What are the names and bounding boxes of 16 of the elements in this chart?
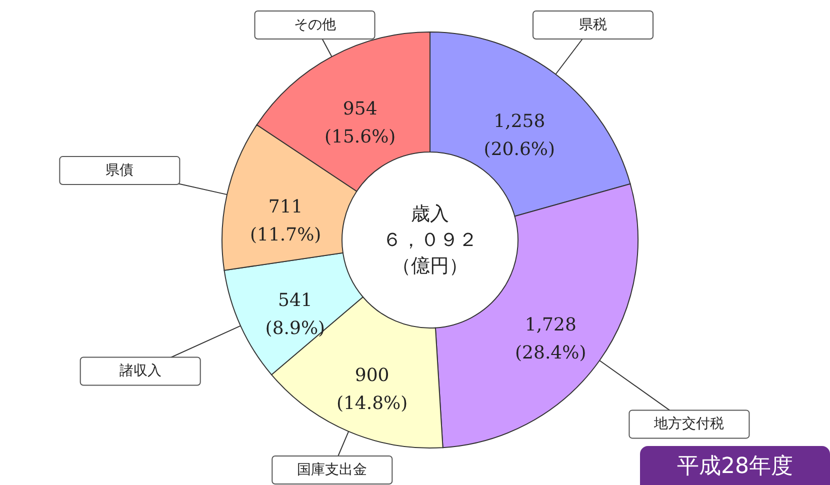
data-label: 711 (11.7%)	[250, 196, 322, 246]
text: （億円）	[392, 255, 468, 277]
slice-label: 県債	[106, 162, 134, 179]
data-label: 1,258 (20.6%)	[484, 111, 556, 160]
slice-label: 地方交付税	[653, 416, 724, 432]
text: ６，０９２	[382, 229, 478, 251]
data-label: 1,728 (28.4%)	[515, 314, 586, 364]
slice-label: 県税	[579, 17, 608, 33]
text: 歳入	[411, 203, 449, 225]
slice-label: 諸収入	[119, 363, 162, 380]
slice-label: その他	[294, 17, 336, 33]
data-label: 900 (14.8%)	[336, 365, 408, 414]
slice-label: 国庫支出金	[297, 462, 368, 478]
text: 平成28年度	[677, 454, 793, 479]
data-label: 954 (15.6%)	[324, 98, 396, 148]
data-label: 541 (8.9%)	[265, 290, 326, 340]
